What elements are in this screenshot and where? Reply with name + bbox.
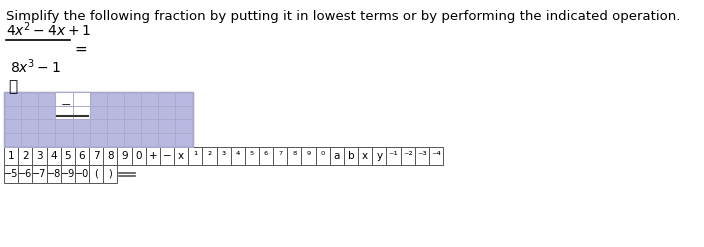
Text: 3: 3	[36, 151, 43, 161]
FancyBboxPatch shape	[18, 147, 32, 165]
Text: 2: 2	[22, 151, 29, 161]
Text: −7: −7	[32, 169, 46, 179]
FancyBboxPatch shape	[429, 147, 443, 165]
Text: ⁻⁴: ⁻⁴	[431, 151, 441, 161]
FancyBboxPatch shape	[188, 147, 202, 165]
FancyBboxPatch shape	[401, 147, 415, 165]
FancyBboxPatch shape	[46, 165, 61, 183]
Text: b: b	[348, 151, 354, 161]
Text: ⁵: ⁵	[250, 151, 254, 161]
Text: ²: ²	[208, 151, 211, 161]
FancyBboxPatch shape	[259, 147, 273, 165]
FancyBboxPatch shape	[146, 147, 160, 165]
Text: ⁰: ⁰	[320, 151, 325, 161]
FancyBboxPatch shape	[89, 147, 103, 165]
FancyBboxPatch shape	[132, 147, 146, 165]
FancyBboxPatch shape	[61, 147, 75, 165]
FancyBboxPatch shape	[202, 147, 217, 165]
FancyBboxPatch shape	[32, 147, 46, 165]
Text: $8x^3 - 1$: $8x^3 - 1$	[10, 57, 61, 76]
FancyBboxPatch shape	[56, 92, 90, 120]
Text: ⁷: ⁷	[278, 151, 282, 161]
Text: ⁶: ⁶	[264, 151, 268, 161]
Text: =: =	[75, 41, 87, 57]
Text: y: y	[377, 151, 382, 161]
Text: 9: 9	[121, 151, 127, 161]
Text: 5: 5	[65, 151, 71, 161]
FancyBboxPatch shape	[46, 147, 61, 165]
Text: ⁻²: ⁻²	[403, 151, 413, 161]
FancyBboxPatch shape	[75, 165, 89, 183]
FancyBboxPatch shape	[358, 147, 372, 165]
Text: $4x^2 - 4x + 1$: $4x^2 - 4x + 1$	[6, 21, 92, 39]
Text: ¹: ¹	[193, 151, 197, 161]
FancyBboxPatch shape	[103, 165, 118, 183]
FancyBboxPatch shape	[386, 147, 401, 165]
Text: x: x	[362, 151, 368, 161]
Text: a: a	[334, 151, 340, 161]
Text: 8: 8	[107, 151, 113, 161]
FancyBboxPatch shape	[301, 147, 315, 165]
FancyBboxPatch shape	[32, 165, 46, 183]
FancyBboxPatch shape	[61, 165, 75, 183]
Text: −6: −6	[18, 169, 32, 179]
Text: Simplify the following fraction by putting it in lowest terms or by performing t: Simplify the following fraction by putti…	[6, 10, 680, 23]
Text: +: +	[149, 151, 157, 161]
FancyBboxPatch shape	[231, 147, 245, 165]
FancyBboxPatch shape	[415, 147, 429, 165]
Text: −: −	[61, 99, 71, 112]
FancyBboxPatch shape	[372, 147, 386, 165]
FancyBboxPatch shape	[329, 147, 344, 165]
FancyBboxPatch shape	[160, 147, 174, 165]
Text: 0: 0	[135, 151, 142, 161]
Text: −: −	[163, 151, 171, 161]
Text: −8: −8	[46, 169, 61, 179]
FancyBboxPatch shape	[4, 92, 193, 147]
FancyBboxPatch shape	[89, 165, 103, 183]
Text: −0: −0	[75, 169, 89, 179]
Text: 6: 6	[79, 151, 85, 161]
FancyBboxPatch shape	[174, 147, 188, 165]
Text: x: x	[178, 151, 184, 161]
FancyBboxPatch shape	[75, 147, 89, 165]
Text: −5: −5	[4, 169, 18, 179]
FancyBboxPatch shape	[315, 147, 329, 165]
FancyBboxPatch shape	[217, 147, 231, 165]
FancyBboxPatch shape	[287, 147, 301, 165]
FancyBboxPatch shape	[245, 147, 259, 165]
Text: 4: 4	[50, 151, 57, 161]
Text: ⁹: ⁹	[306, 151, 310, 161]
FancyBboxPatch shape	[344, 147, 358, 165]
FancyBboxPatch shape	[4, 165, 18, 183]
Text: 🗑: 🗑	[8, 79, 17, 94]
Text: ³: ³	[222, 151, 226, 161]
FancyBboxPatch shape	[103, 147, 118, 165]
FancyBboxPatch shape	[18, 165, 32, 183]
Text: 7: 7	[93, 151, 99, 161]
Text: ⁴: ⁴	[236, 151, 240, 161]
FancyBboxPatch shape	[273, 147, 287, 165]
FancyBboxPatch shape	[118, 147, 132, 165]
Text: 1: 1	[8, 151, 15, 161]
Text: ⁸: ⁸	[292, 151, 296, 161]
FancyBboxPatch shape	[4, 147, 18, 165]
Text: ⁻³: ⁻³	[417, 151, 427, 161]
Text: ⁻¹: ⁻¹	[389, 151, 398, 161]
Text: −9: −9	[61, 169, 75, 179]
Text: ): )	[108, 169, 112, 179]
Text: (: (	[94, 169, 98, 179]
